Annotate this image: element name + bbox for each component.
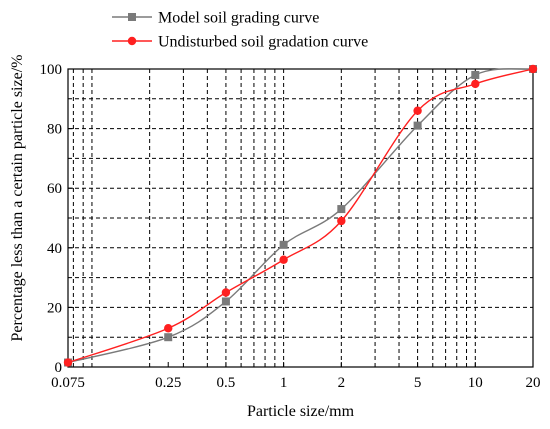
y-tick-label: 0 [55, 360, 63, 376]
x-tick-label: 1 [280, 375, 288, 391]
y-tick-label: 40 [47, 241, 62, 257]
x-tick-label: 0.075 [51, 375, 85, 391]
data-point-square [221, 297, 230, 306]
x-axis-title: Particle size/mm [247, 403, 355, 420]
x-tick-label: 0.5 [217, 375, 236, 391]
x-tick-label: 20 [526, 375, 541, 391]
series-undisturbed-soil [63, 64, 538, 367]
x-tick-label: 5 [414, 375, 422, 391]
data-point-circle [279, 255, 288, 264]
y-tick-label: 60 [47, 181, 62, 197]
axis-ticks: 0.075 0.25 0.5 1 2 5 10 20 0 20 40 60 80 100 [40, 62, 541, 391]
series-line [67, 68, 534, 364]
x-tick-label: 10 [468, 375, 483, 391]
data-point-square [279, 240, 288, 249]
data-point-circle [63, 358, 73, 367]
data-point-circle [413, 106, 422, 115]
legend-label: Undisturbed soil gradation curve [158, 34, 368, 51]
legend-label: Model soil grading curve [158, 10, 319, 27]
legend-marker-square [128, 13, 136, 21]
grid-lines [68, 69, 533, 367]
plot-frame [67, 68, 534, 368]
x-tick-label: 2 [338, 375, 346, 391]
y-axis-title: Percentage less than a certain particle … [9, 55, 26, 342]
y-tick-label: 100 [40, 62, 63, 78]
legend: Model soil grading curve Undisturbed soil… [112, 10, 368, 51]
data-point-square [471, 70, 480, 79]
data-point-square [413, 121, 422, 130]
y-tick-label: 80 [47, 122, 62, 138]
data-point-circle [337, 216, 346, 226]
data-point-circle [528, 64, 538, 74]
data-point-circle [164, 324, 173, 333]
legend-marker-circle [127, 36, 137, 46]
y-tick-label: 20 [47, 300, 62, 316]
series-layer [63, 64, 538, 367]
x-tick-label: 0.25 [155, 375, 181, 391]
data-point-circle [221, 288, 231, 297]
data-point-square [337, 205, 346, 214]
data-point-square [164, 333, 173, 342]
data-point-circle [471, 79, 480, 89]
series-line [67, 68, 534, 364]
